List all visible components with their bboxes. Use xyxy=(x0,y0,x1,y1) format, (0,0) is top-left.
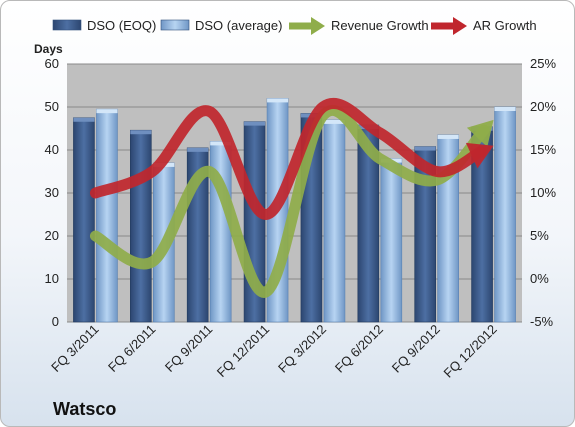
y2-tick-label: 25% xyxy=(530,56,556,71)
bar-dso-avg-cap xyxy=(494,107,516,111)
ar-growth-arrowhead xyxy=(465,142,494,169)
bar-dso-eoq xyxy=(130,129,152,323)
y-tick-label: 40 xyxy=(45,142,59,157)
x-tick-label: FQ 3/2011 xyxy=(48,322,101,375)
bar-dso-avg-cap xyxy=(323,119,345,124)
y-tick-label: 0 xyxy=(52,314,59,329)
bar-dso-eoq-cap xyxy=(187,147,209,152)
y2-axis-ticks: -5% 0% 5% 10% 15% 20% 25% xyxy=(530,56,556,329)
x-tick-label: FQ 12/2012 xyxy=(441,322,500,381)
revenue-growth-line xyxy=(89,104,490,298)
bar-dso-avg xyxy=(494,106,516,323)
x-tick-label: FQ 12/2011 xyxy=(214,322,272,380)
y2-tick-label: -5% xyxy=(530,314,554,329)
company-name: Watsco xyxy=(53,399,117,419)
bar-dso-eoq-cap xyxy=(130,130,152,135)
bar-dso-avg-cap xyxy=(267,98,289,103)
bars xyxy=(73,98,516,323)
bar-dso-avg xyxy=(323,119,346,323)
y2-tick-label: 10% xyxy=(530,185,556,200)
bar-dso-eoq xyxy=(73,117,95,323)
y-tick-label: 50 xyxy=(45,99,59,114)
y2-tick-label: 5% xyxy=(530,228,549,243)
y2-tick-label: 0% xyxy=(530,271,549,286)
legend-label: DSO (average) xyxy=(195,18,282,33)
revenue-growth-arrowhead xyxy=(466,119,494,147)
x-tick-label: FQ 6/2011 xyxy=(105,322,158,375)
bar-dso-eoq-cap xyxy=(414,146,436,151)
y2-tick-label: 20% xyxy=(530,99,556,114)
growth-lines xyxy=(89,98,494,298)
y-axis-ticks: 0 10 20 30 40 50 60 xyxy=(45,56,59,329)
legend-label: Revenue Growth xyxy=(331,18,429,33)
y-tick-label: 60 xyxy=(45,56,59,71)
chart-legend: DSO (EOQ) DSO (average) Revenue Growth AR G… xyxy=(52,17,537,35)
legend-swatch-arrowhead xyxy=(453,17,467,35)
bar-dso-avg-cap xyxy=(437,134,459,139)
legend-swatch-arrowhead xyxy=(311,17,325,35)
bar-dso-avg xyxy=(96,108,118,323)
y-tick-label: 30 xyxy=(45,185,59,200)
y-tick-label: 10 xyxy=(45,271,59,286)
bar-dso-avg xyxy=(380,158,403,323)
x-tick-label: FQ 9/2012 xyxy=(389,322,443,376)
bar-dso-avg-cap xyxy=(210,141,232,146)
y-axis-label: Days xyxy=(34,42,63,56)
legend-label: DSO (EOQ) xyxy=(87,18,156,33)
x-tick-label: FQ 6/2012 xyxy=(332,322,386,376)
bar-dso-avg-cap xyxy=(96,109,118,114)
y-tick-label: 20 xyxy=(45,228,59,243)
legend-label: AR Growth xyxy=(473,18,537,33)
x-tick-label: FQ 9/2011 xyxy=(162,322,215,375)
bar-dso-eoq-cap xyxy=(73,117,95,122)
x-tick-label: FQ 3/2012 xyxy=(275,322,329,376)
legend-swatch xyxy=(160,19,190,31)
ar-growth-line xyxy=(89,98,487,220)
y2-tick-label: 15% xyxy=(530,142,556,157)
legend-swatch xyxy=(52,19,82,31)
bar-dso-eoq-cap xyxy=(244,121,266,126)
